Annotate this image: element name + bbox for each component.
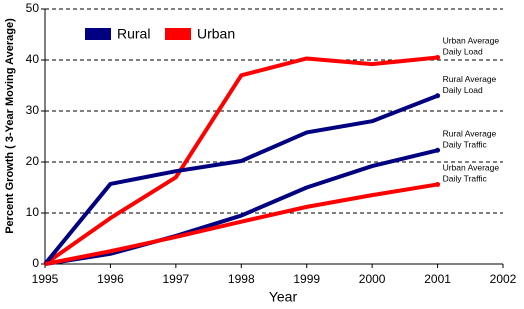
x-tick-label: 1998: [228, 272, 255, 286]
series-label: Rural Average: [443, 129, 497, 139]
y-tick-label: 20: [26, 154, 40, 168]
y-tick-label: 30: [26, 103, 40, 117]
x-axis-title: Year: [269, 289, 298, 305]
end-marker: [435, 54, 441, 60]
y-tick-label: 50: [26, 1, 40, 15]
y-tick-label: 10: [26, 205, 40, 219]
x-tick-label: 1995: [32, 272, 59, 286]
x-tick-label: 1996: [97, 272, 124, 286]
x-tick-label: 2000: [359, 272, 386, 286]
x-tick-label: 2001: [424, 272, 451, 286]
legend-label: Urban: [197, 26, 235, 42]
series-label: Daily Traffic: [443, 174, 488, 184]
series-line: [43, 93, 439, 266]
x-tick-label: 1999: [293, 272, 320, 286]
series-line: [44, 182, 438, 266]
series-label: Urban Average: [443, 163, 500, 173]
series-line: [44, 148, 439, 266]
series-label: Daily Load: [443, 85, 483, 95]
y-tick-label: 40: [26, 52, 40, 66]
legend-swatch: [85, 28, 111, 40]
series-label: Urban Average: [443, 36, 500, 46]
series-label: Rural Average: [443, 74, 497, 84]
y-axis-title: Percent Growth ( 3-Year Moving Average): [4, 18, 16, 234]
end-marker: [435, 93, 441, 99]
series-line: [43, 55, 438, 266]
series-label: Daily Load: [443, 47, 483, 57]
end-marker: [435, 181, 441, 187]
x-tick-label: 2002: [490, 272, 517, 286]
y-tick-label: 0: [32, 256, 39, 270]
x-tick-label: 1997: [163, 272, 190, 286]
series-label: Daily Traffic: [443, 140, 488, 150]
legend-label: Rural: [117, 26, 150, 42]
end-marker: [435, 147, 441, 153]
legend-swatch: [165, 28, 191, 40]
